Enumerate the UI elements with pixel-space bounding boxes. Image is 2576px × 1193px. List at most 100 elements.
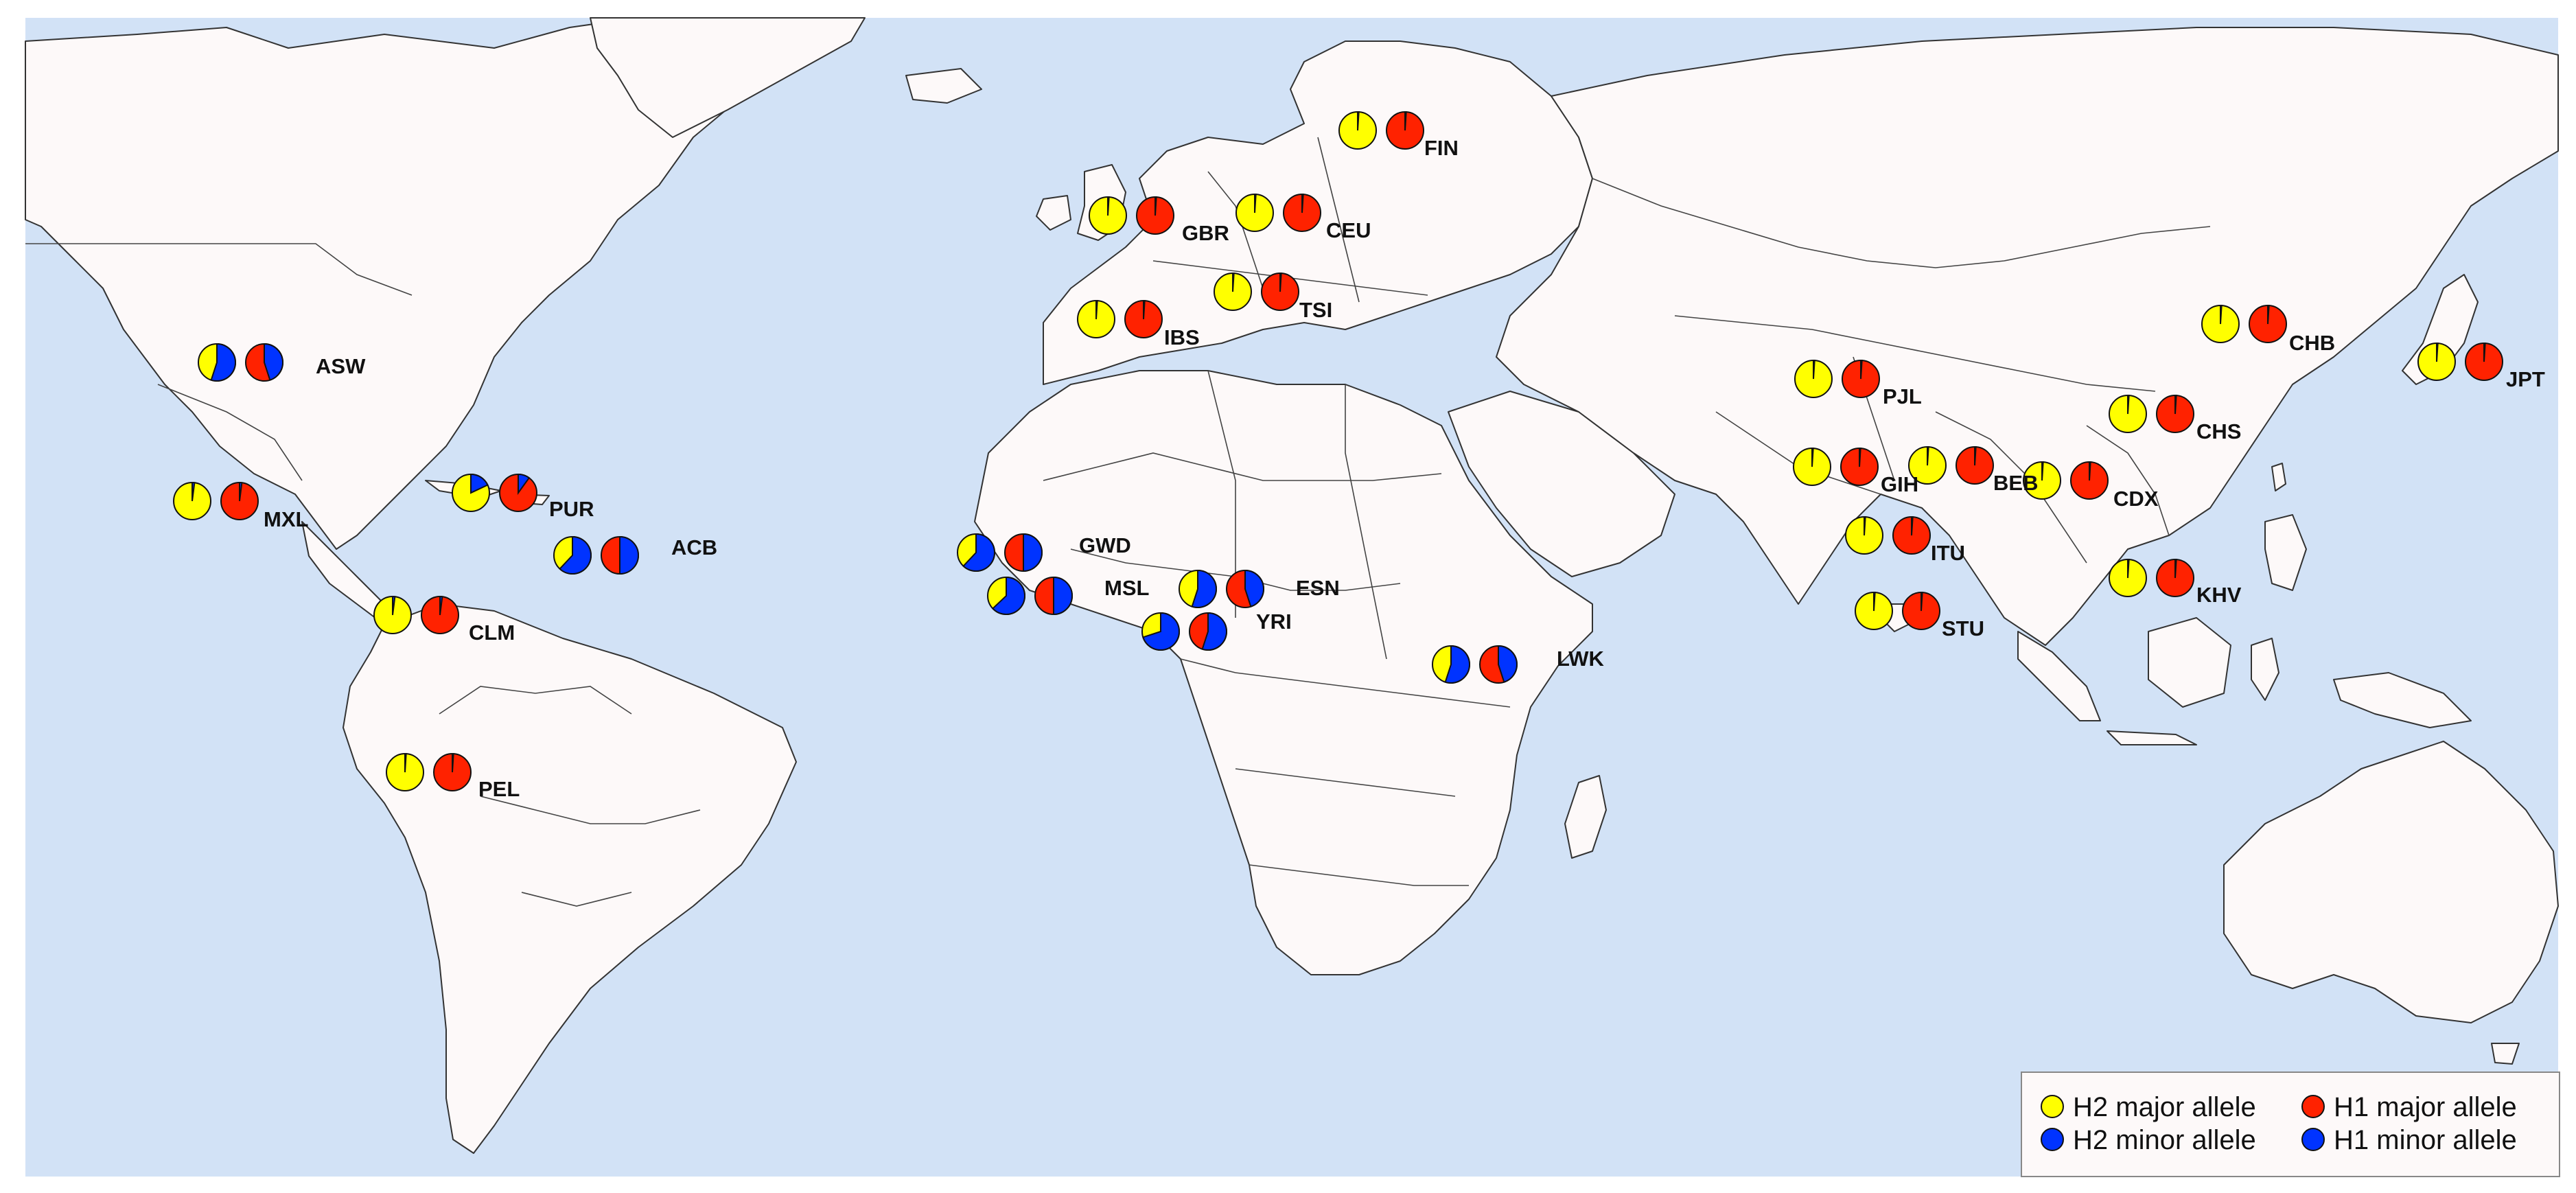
gwd-h1-pie — [1004, 533, 1043, 572]
yri-h1-pie-minor-slice — [1201, 612, 1227, 651]
itu-h2-pie — [1845, 516, 1883, 555]
mxl-h2-pie-minor-slice — [192, 481, 196, 502]
legend: H2 major allele H1 major allele H2 minor… — [2021, 1072, 2560, 1177]
esn-h1-pie — [1226, 569, 1264, 608]
gwd-h2-pie — [957, 533, 995, 572]
asw-h2-pie — [198, 343, 236, 382]
pjl-h1-pie-minor-slice — [1860, 359, 1863, 380]
clm-h1-pie-minor-slice — [439, 595, 443, 616]
yri-h2-pie-minor-slice — [1142, 612, 1180, 651]
legend-box — [2021, 1072, 2560, 1177]
iceland — [905, 68, 982, 104]
tsi-h2-pie — [1214, 272, 1252, 311]
mxl-h1-pie-minor-slice — [239, 481, 243, 502]
sulawesi — [2251, 638, 2279, 701]
tasmania — [2491, 1043, 2520, 1065]
cdx-h2-pie — [2023, 461, 2061, 500]
jpt-h2-pie — [2417, 342, 2456, 381]
gbr-h2-pie — [1089, 196, 1127, 235]
pel-h2-pie — [386, 752, 424, 791]
msl-h2-pie — [987, 576, 1025, 615]
itu-h1-pie — [1892, 516, 1931, 555]
cdx-h2-pie-minor-slice — [2041, 461, 2044, 481]
asw-h1-pie-minor-slice — [264, 343, 283, 381]
ceu-h1-pie-minor-slice — [1301, 193, 1304, 213]
asw-h1-pie — [245, 343, 283, 382]
jpt-h2-pie-minor-slice — [2436, 342, 2439, 362]
beb-h1-pie — [1956, 445, 1994, 485]
tsi-h2-pie-minor-slice — [1232, 272, 1235, 292]
mxl-h2-pie — [173, 481, 211, 520]
gwd-h2-pie-minor-slice — [962, 533, 995, 572]
cdx-h1-pie-minor-slice — [2089, 461, 2091, 481]
gih-h2-pie — [1793, 447, 1831, 486]
pel-h2-pie-minor-slice — [404, 752, 407, 773]
philippines — [2264, 514, 2307, 591]
stu-h1-pie-minor-slice — [1921, 591, 1923, 612]
asia — [1496, 27, 2559, 646]
gih-h1-pie-minor-slice — [1859, 447, 1861, 467]
ibs-h2-pie-minor-slice — [1095, 299, 1098, 320]
beb-label: BEB — [1993, 471, 2038, 495]
north-america — [25, 20, 763, 550]
chs-h1-pie — [2156, 394, 2194, 433]
clm-h2-pie — [373, 595, 412, 634]
msl-label: MSL — [1104, 576, 1149, 600]
gwd-label: GWD — [1079, 533, 1131, 557]
gbr-h1-pie-minor-slice — [1154, 196, 1157, 216]
chs-h1-pie-minor-slice — [2174, 394, 2177, 415]
population-labels: FIN GBR CEU TSI IBS ASW MXL PUR ACB CLM PEL GWD MSL E… — [264, 136, 2545, 801]
fin-label: FIN — [1424, 136, 1459, 160]
asw-h2-pie-minor-slice — [210, 343, 236, 382]
lwk-h2-pie-minor-slice — [1444, 645, 1470, 684]
pjl-h2-pie — [1794, 359, 1833, 398]
pjl-h2-pie-minor-slice — [1813, 359, 1815, 380]
khv-h1-pie — [2156, 558, 2194, 597]
gbr-h1-pie — [1136, 196, 1174, 235]
stu-h2-pie-minor-slice — [1873, 591, 1876, 612]
acb-label: ACB — [671, 535, 717, 559]
greenland — [590, 17, 866, 138]
legend-h2-major-swatch — [2041, 1095, 2064, 1118]
asw-label: ASW — [316, 354, 366, 378]
arabian-peninsula — [1448, 391, 1675, 577]
gwd-h1-pie-minor-slice — [1023, 533, 1043, 572]
khv-h2-pie — [2109, 558, 2147, 597]
tsi-label: TSI — [1299, 298, 1332, 322]
ibs-h2-pie — [1077, 299, 1115, 338]
fin-h2-pie-minor-slice — [1357, 111, 1360, 131]
ceu-h2-pie-minor-slice — [1254, 193, 1257, 213]
stu-h2-pie — [1855, 591, 1893, 630]
stu-h1-pie — [1902, 591, 1940, 630]
gih-h2-pie-minor-slice — [1811, 447, 1814, 467]
pel-h1-pie — [433, 752, 472, 791]
mxl-label: MXL — [264, 507, 308, 531]
khv-h2-pie-minor-slice — [2127, 558, 2130, 579]
fin-h1-pie — [1386, 111, 1424, 150]
taiwan — [2271, 463, 2286, 491]
lwk-h2-pie — [1432, 645, 1470, 684]
ibs-h1-pie — [1124, 299, 1163, 338]
australia — [2223, 741, 2559, 1023]
legend-h1-minor-swatch — [2301, 1128, 2325, 1151]
yri-h1-pie — [1189, 612, 1227, 651]
beb-h2-pie-minor-slice — [1927, 445, 1929, 466]
esn-label: ESN — [1296, 576, 1340, 600]
borneo — [2148, 617, 2231, 708]
chs-h2-pie-minor-slice — [2127, 394, 2130, 415]
khv-h1-pie-minor-slice — [2174, 558, 2177, 579]
legend-h1-major-label: H1 major allele — [2334, 1092, 2517, 1122]
fin-h2-pie — [1338, 111, 1377, 150]
itu-h1-pie-minor-slice — [1911, 516, 1914, 536]
lwk-label: LWK — [1557, 647, 1604, 671]
beb-h1-pie-minor-slice — [1974, 445, 1977, 466]
legend-h2-minor-swatch — [2041, 1128, 2064, 1151]
msl-h1-pie — [1034, 576, 1073, 616]
chb-h1-pie — [2249, 304, 2287, 343]
cdx-label: CDX — [2113, 487, 2159, 511]
clm-label: CLM — [469, 621, 515, 645]
cdx-h1-pie — [2070, 461, 2109, 500]
legend-h2-major-label: H2 major allele — [2073, 1092, 2256, 1122]
java — [2107, 730, 2197, 745]
legend-h2-minor-label: H2 minor allele — [2073, 1125, 2256, 1155]
